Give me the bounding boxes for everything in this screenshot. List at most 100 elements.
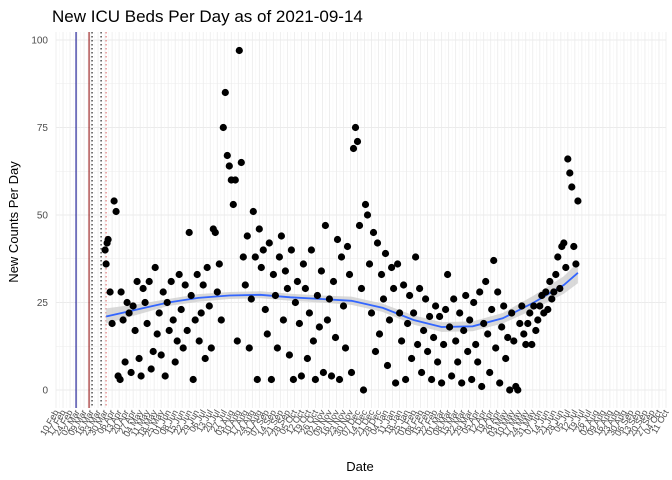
data-point (478, 382, 486, 391)
data-point (311, 375, 319, 384)
data-point (239, 253, 247, 261)
data-point (536, 302, 544, 310)
data-point (151, 263, 159, 272)
data-point (217, 316, 225, 324)
data-point (201, 354, 209, 363)
data-point (295, 319, 303, 328)
data-point (247, 295, 255, 303)
data-point (149, 347, 157, 356)
data-point (542, 288, 550, 296)
data-point (434, 358, 442, 366)
data-point (205, 302, 213, 310)
data-point (179, 344, 187, 352)
data-point (273, 344, 281, 352)
data-point (466, 316, 474, 324)
data-point (359, 386, 368, 394)
data-point (383, 361, 392, 370)
data-point (570, 242, 578, 251)
data-point (139, 284, 147, 293)
data-point (106, 288, 114, 296)
data-point (301, 284, 309, 293)
data-point (534, 316, 542, 324)
data-point (498, 323, 506, 331)
data-point (381, 249, 390, 258)
data-point (530, 302, 538, 310)
data-point (480, 319, 488, 328)
data-point (281, 267, 289, 275)
data-point (392, 379, 400, 387)
data-point (448, 372, 456, 380)
data-point (363, 211, 372, 219)
y-tick-label: 0 (42, 386, 48, 397)
data-point (524, 319, 532, 328)
data-point (143, 319, 151, 328)
data-point (255, 225, 263, 233)
data-point (157, 351, 165, 359)
data-point (377, 270, 386, 279)
data-point (526, 309, 534, 317)
data-point (516, 319, 524, 328)
data-point (183, 326, 191, 335)
data-point (566, 169, 574, 177)
data-point (269, 270, 277, 279)
data-point (283, 284, 291, 293)
data-point (171, 358, 179, 366)
data-point (165, 326, 173, 335)
data-point (504, 333, 512, 342)
data-point (153, 330, 161, 338)
data-point (199, 281, 207, 289)
data-point (424, 347, 432, 356)
data-point (388, 263, 396, 272)
data-point (572, 260, 580, 268)
data-point (568, 183, 576, 191)
data-point (185, 228, 193, 237)
data-point (396, 309, 404, 317)
data-point (135, 354, 143, 363)
data-point (484, 330, 492, 338)
data-point (464, 347, 472, 356)
data-point (104, 235, 112, 244)
data-point (251, 253, 259, 261)
data-point (275, 253, 283, 261)
data-point (444, 270, 452, 279)
data-point (279, 316, 287, 324)
data-point (221, 88, 229, 97)
data-point (436, 312, 444, 321)
data-point (546, 277, 554, 286)
data-point (285, 351, 293, 359)
data-point (305, 309, 313, 317)
data-point (470, 298, 478, 307)
data-point (243, 232, 251, 240)
data-point (468, 375, 476, 384)
data-point (108, 319, 116, 328)
data-point (339, 302, 348, 310)
data-point (261, 305, 269, 314)
data-point (442, 305, 450, 314)
smooth-band (106, 262, 578, 332)
data-point (159, 288, 167, 296)
data-point (317, 267, 325, 275)
data-point (265, 239, 273, 247)
chart-title: New ICU Beds Per Day as of 2021-09-14 (52, 7, 363, 26)
data-point (203, 263, 211, 272)
data-point (187, 291, 195, 300)
data-point (564, 155, 572, 163)
data-point (430, 333, 438, 342)
data-point (456, 309, 464, 317)
data-point (373, 239, 382, 247)
data-point (355, 221, 364, 230)
data-point (379, 295, 388, 303)
data-point (119, 316, 127, 324)
data-point (404, 319, 412, 328)
data-point (414, 340, 422, 349)
data-point (101, 246, 109, 254)
data-point (490, 256, 498, 265)
data-point (337, 253, 346, 261)
y-tick-label: 25 (37, 298, 49, 309)
data-point (560, 239, 568, 247)
data-point (197, 309, 205, 317)
data-point (299, 260, 307, 268)
data-point (223, 151, 231, 160)
data-point (211, 228, 219, 237)
